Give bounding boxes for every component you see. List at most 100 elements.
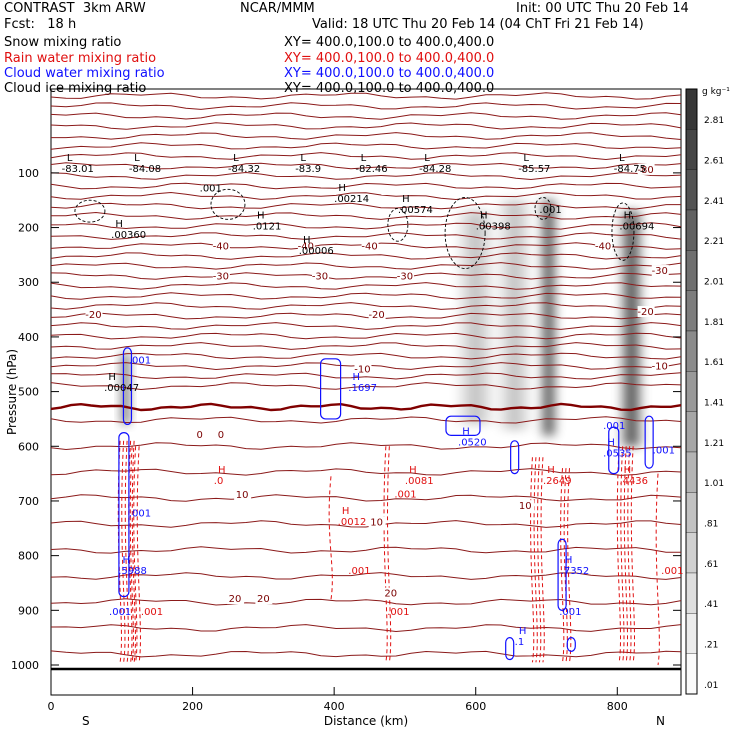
colorbar-label: .61 — [704, 560, 718, 570]
rain-contour — [655, 473, 660, 666]
extremum-marker: L — [134, 153, 140, 164]
isotherm-line — [50, 442, 682, 451]
colorbar-label: .21 — [704, 641, 718, 651]
extremum-value: .00047 — [104, 383, 139, 394]
extremum-marker: H — [108, 372, 116, 383]
isotherm-label-bg — [227, 593, 245, 605]
isotherm-label: -20 — [368, 310, 384, 321]
extremum-marker: H — [353, 372, 361, 383]
colorbar-swatch — [685, 330, 698, 372]
extremum-value: .00006 — [299, 246, 334, 257]
isotherm-line — [50, 162, 682, 170]
colorbar-label: 2.21 — [704, 237, 724, 247]
extremum-marker: H — [462, 427, 470, 438]
extremum-value: .001 — [603, 421, 625, 432]
colorbar-label: 1.21 — [704, 439, 724, 449]
colorbar-swatch — [685, 88, 698, 130]
rain-contour — [133, 446, 138, 663]
rain-contour — [530, 457, 535, 663]
extremum-value: .001 — [141, 607, 163, 618]
south-label: S — [82, 714, 90, 728]
y-tick-label: 300 — [18, 276, 39, 289]
extremum-marker: L — [523, 153, 529, 164]
extremum-value: .001 — [661, 566, 683, 577]
extremum-value: -83.9 — [295, 164, 321, 175]
extremum-value: -84.08 — [129, 164, 161, 175]
isotherm-label: 20 — [229, 594, 242, 605]
isotherm-label: -30 — [652, 266, 668, 277]
isotherm-label: 10 — [519, 501, 532, 512]
isotherm-line — [50, 292, 682, 300]
isotherm-label: 10 — [370, 518, 383, 529]
cloud-water-contour — [557, 538, 567, 611]
colorbar-swatch — [685, 290, 698, 332]
extremum-value: .00574 — [398, 205, 433, 216]
colorbar-swatch — [685, 371, 698, 412]
extremum-marker: H — [547, 465, 555, 476]
isotherm-line — [50, 342, 682, 350]
extremum-marker: L — [300, 153, 306, 164]
isotherm-label-bg — [517, 500, 535, 512]
isotherm-line — [50, 92, 682, 100]
isotherm-label: -20 — [637, 307, 653, 318]
extremum-value: .001 — [129, 509, 151, 520]
rain-contour — [129, 446, 134, 663]
isotherm-label: -30 — [397, 272, 413, 283]
extremum-value: .1697 — [348, 383, 377, 394]
extremum-value: .00360 — [111, 230, 146, 241]
isotherm-label-bg — [595, 240, 613, 252]
rain-contour — [616, 446, 622, 663]
field-xy-rain: XY= 400.0,100.0 to 400.0,400.0 — [284, 51, 495, 66]
isotherm-label: 0 — [196, 430, 202, 441]
cloud-ice-contour — [74, 199, 106, 223]
rain-contour — [560, 468, 565, 663]
north-label: N — [656, 714, 665, 728]
cloud-water-contour — [566, 637, 576, 652]
rain-contour — [620, 446, 625, 663]
colorbar-swatch — [685, 129, 698, 170]
extremum-value: .4436 — [619, 476, 648, 487]
extremum-value: .001 — [387, 607, 409, 618]
extremum-value: .7352 — [561, 566, 590, 577]
field-name-snow: Snow mixing ratio — [4, 35, 122, 50]
extremum-value: .001 — [559, 607, 581, 618]
rain-contour — [567, 468, 572, 663]
cloud-ice-contour — [611, 202, 635, 261]
isotherm-label: -40 — [298, 241, 314, 252]
x-axis-label: Distance (km) — [324, 714, 408, 728]
isotherm-line — [50, 222, 682, 230]
isotherm-line — [50, 372, 682, 380]
rain-contour — [540, 457, 545, 663]
isotherm-label-bg — [212, 240, 230, 252]
colorbar-label: .81 — [704, 520, 718, 530]
isotherm-label: -20 — [85, 310, 101, 321]
colorbar-frame — [685, 88, 698, 695]
colorbar-label: 2.81 — [704, 116, 724, 126]
isotherm-label-bg — [651, 265, 669, 277]
isotherm-labels: -80 -40 -40 -40 -40 -30 -30 -30 -30 -20 -20 -20 -10 -… — [85, 163, 669, 605]
extremum-value: .001 — [348, 566, 370, 577]
y-tick-label: 1000 — [11, 659, 39, 672]
isotherm-label-bg — [361, 240, 379, 252]
cloud-ice-contour — [210, 188, 246, 220]
cloud-water-contour — [608, 426, 620, 475]
extremum-value: -84.75 — [614, 164, 646, 175]
cloud-water-contour — [118, 432, 130, 598]
isotherm-line — [50, 302, 682, 311]
extremum-value: .2649 — [543, 476, 572, 487]
x-tick-label: 800 — [607, 700, 628, 713]
extrema-labels: L-83.01L-84.08L-84.32L-83.9L-82.46L-84.2… — [62, 153, 684, 648]
isotherm-line — [50, 650, 682, 658]
cloud-water-contour — [320, 358, 342, 420]
isotherm-line — [50, 102, 682, 110]
isotherm-line — [50, 468, 682, 476]
isotherm-line — [50, 624, 682, 633]
isotherm-line — [50, 142, 682, 150]
cloud-ice-contour — [534, 197, 552, 220]
isotherm-line — [50, 546, 681, 554]
y-tick-label: 900 — [18, 604, 39, 617]
isotherm-line — [50, 332, 682, 340]
extremum-marker: H — [122, 555, 130, 566]
extremum-marker: H — [624, 465, 632, 476]
extremum-value: .0081 — [405, 476, 434, 487]
